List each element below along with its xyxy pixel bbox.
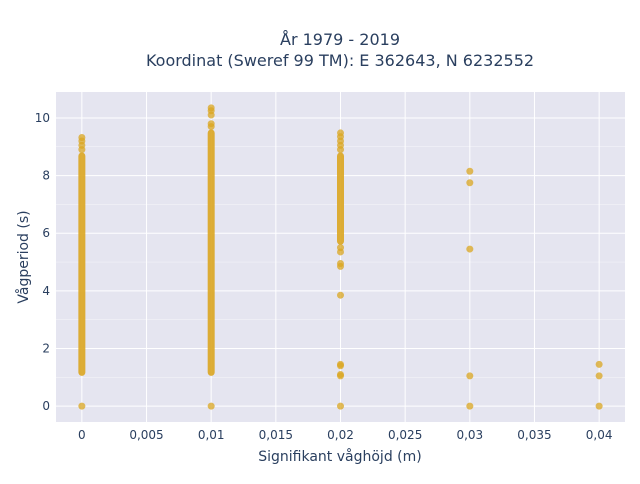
- y-tick-label: 8: [42, 169, 50, 183]
- x-tick-label: 0,04: [586, 428, 613, 442]
- x-tick-label: 0,005: [129, 428, 163, 442]
- data-point: [78, 402, 86, 410]
- x-tick-label: 0,01: [198, 428, 225, 442]
- data-point: [595, 402, 603, 410]
- x-tick-label: 0,035: [517, 428, 551, 442]
- x-tick-label: 0,015: [259, 428, 293, 442]
- data-point: [78, 134, 86, 142]
- x-tick-label: 0,03: [456, 428, 483, 442]
- data-point: [466, 167, 474, 175]
- data-point: [207, 104, 215, 112]
- x-axis-title: Signifikant våghöjd (m): [258, 448, 421, 465]
- data-point: [337, 129, 344, 137]
- dense-marker-column: [207, 129, 215, 376]
- data-point: [337, 360, 344, 368]
- data-point: [466, 179, 474, 187]
- data-point: [337, 402, 344, 410]
- data-point: [595, 360, 603, 368]
- data-point: [337, 370, 344, 378]
- x-tick-label: 0,02: [327, 428, 354, 442]
- data-point: [337, 291, 344, 299]
- data-point: [337, 244, 344, 252]
- data-point: [207, 120, 215, 128]
- x-tick-label: 0: [78, 428, 86, 442]
- tick-labels: 0 0,005 0,01 0,015 0,02 0,025 0,03 0,035 0,04 0 2 4…: [35, 111, 613, 442]
- data-point: [466, 402, 474, 410]
- chart-title-line-1: År 1979 - 2019: [280, 30, 400, 49]
- data-point: [595, 372, 603, 380]
- data-point: [207, 402, 215, 410]
- y-axis-title: Vågperiod (s): [15, 210, 32, 303]
- data-point: [466, 245, 474, 253]
- y-tick-label: 2: [42, 342, 50, 356]
- chart-title-line-2: Koordinat (Sweref 99 TM): E 362643, N 62…: [146, 51, 534, 70]
- x-tick-label: 0,025: [388, 428, 422, 442]
- y-tick-label: 6: [42, 226, 50, 240]
- data-markers: [78, 104, 603, 410]
- y-tick-label: 4: [42, 284, 50, 298]
- y-tick-label: 0: [42, 399, 50, 413]
- dense-marker-column: [78, 152, 86, 376]
- dense-marker-column: [337, 152, 344, 245]
- y-tick-label: 10: [35, 111, 50, 125]
- data-point: [337, 259, 344, 267]
- data-point: [466, 372, 474, 380]
